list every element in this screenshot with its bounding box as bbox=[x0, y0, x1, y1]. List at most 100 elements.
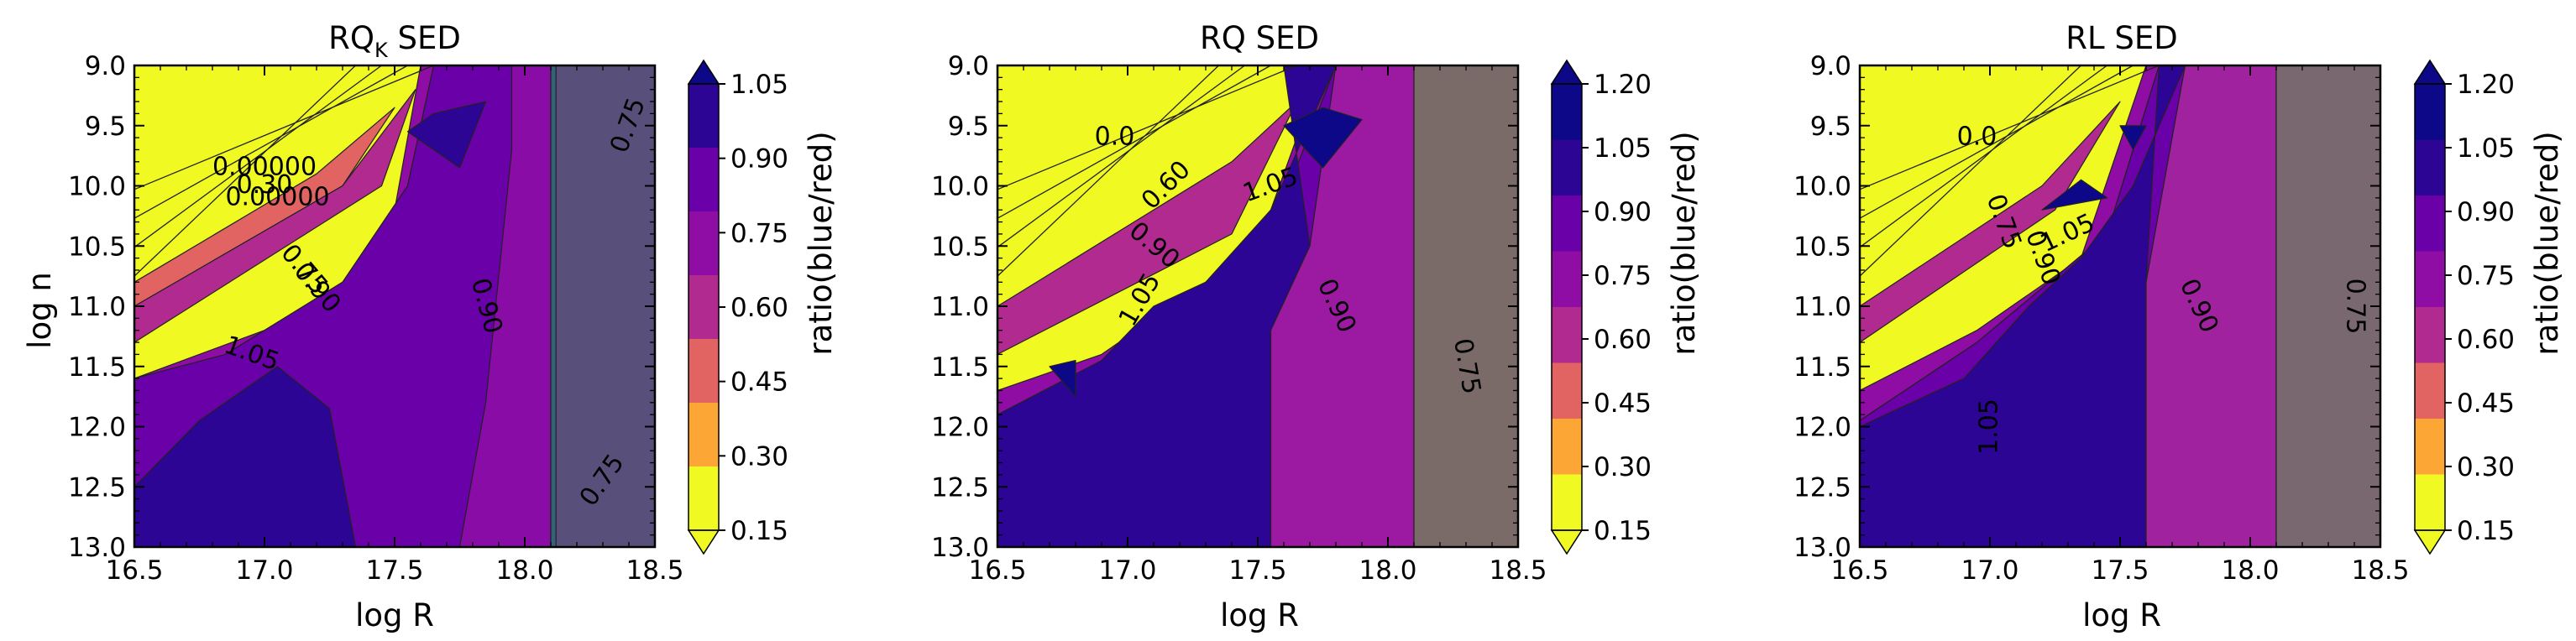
colorbar-tick-label: 1.05 bbox=[730, 70, 788, 100]
y-tick-label: 13.0 bbox=[1793, 533, 1851, 563]
colorbar: 0.15 0.30 0.45 0.60 0.75 0.90 1.05 1.20 bbox=[2413, 59, 2515, 555]
y-tick-label: 10.0 bbox=[68, 172, 126, 202]
colorbar-extend-max bbox=[2413, 59, 2447, 85]
contour-region bbox=[2119, 125, 2147, 150]
y-tick-label: 11.5 bbox=[68, 352, 126, 383]
colorbar-tick-label: 0.60 bbox=[1594, 325, 1652, 355]
colorbar-tick-label: 0.75 bbox=[730, 218, 788, 248]
colorbar-tick-label: 0.90 bbox=[1594, 197, 1652, 227]
contour-label: 0.30 bbox=[237, 170, 293, 200]
contour-label: 0.00000 bbox=[212, 152, 317, 181]
x-tick-label: 17.5 bbox=[1228, 555, 1286, 586]
x-tick-label: 18.0 bbox=[2221, 555, 2279, 586]
colorbar-band bbox=[1552, 139, 1582, 195]
y-tick-label: 11.0 bbox=[931, 292, 989, 322]
colorbar-band bbox=[2415, 84, 2445, 140]
x-tick-label: 17.5 bbox=[365, 555, 423, 586]
y-tick-label: 10.5 bbox=[68, 232, 126, 262]
colorbar-tick-label: 0.60 bbox=[730, 293, 788, 323]
colorbar-tick-label: 0.90 bbox=[2457, 197, 2515, 227]
colorbar-band bbox=[2415, 195, 2445, 252]
y-tick-label: 12.0 bbox=[68, 413, 126, 443]
colorbar-band bbox=[689, 275, 719, 339]
y-tick-label: 9.0 bbox=[1810, 51, 1851, 81]
contour-line bbox=[997, 65, 1271, 219]
contour-line bbox=[134, 65, 434, 190]
x-axis-label: log R bbox=[1220, 597, 1299, 633]
panel-title: RL SED bbox=[2066, 20, 2177, 56]
y-tick-label: 9.5 bbox=[85, 112, 126, 142]
panel-rl-sed: RL SED log R ratio(blue/red) 0.90 1.05 0.7… bbox=[1793, 20, 2565, 633]
y-tick-label: 9.5 bbox=[948, 112, 989, 142]
contour-label: 0.0 bbox=[1957, 122, 1997, 152]
contour-region bbox=[2041, 179, 2108, 211]
y-tick-label: 10.5 bbox=[931, 232, 989, 262]
contour-region bbox=[1413, 65, 1519, 548]
contour-region bbox=[1049, 360, 1076, 398]
plot-area bbox=[997, 65, 1519, 548]
colorbar: 0.15 0.30 0.45 0.60 0.75 0.90 1.05 1.20 bbox=[1550, 59, 1652, 555]
colorbar-band bbox=[689, 466, 719, 530]
colorbar-band bbox=[1552, 195, 1582, 252]
colorbar-extend-max bbox=[1550, 59, 1584, 85]
y-tick-label: 12.5 bbox=[1793, 472, 1851, 503]
colorbar-extend-min bbox=[1550, 529, 1584, 555]
colorbar: 0.15 0.30 0.45 0.60 0.75 0.90 1.05 bbox=[687, 59, 788, 555]
x-tick-label: 17.0 bbox=[235, 555, 293, 586]
colorbar-label: ratio(blue/red) bbox=[2529, 131, 2565, 355]
colorbar-tick-label: 0.45 bbox=[1594, 388, 1652, 419]
x-tick-label: 18.0 bbox=[495, 555, 553, 586]
colorbar-tick-label: 0.30 bbox=[730, 441, 788, 472]
colorbar-band bbox=[1552, 251, 1582, 307]
contour-region bbox=[1283, 107, 1363, 169]
colorbar-tick-label: 1.05 bbox=[1594, 133, 1652, 164]
colorbar-tick-label: 0.90 bbox=[730, 144, 788, 175]
contour-region bbox=[406, 101, 487, 169]
x-tick-label: 17.5 bbox=[2091, 555, 2149, 586]
panel-title: RQK SED bbox=[328, 20, 461, 62]
contour-line bbox=[1859, 65, 2081, 277]
x-tick-label: 16.5 bbox=[1830, 555, 1888, 586]
y-tick-label: 12.5 bbox=[931, 472, 989, 503]
contour-label: 0.0 bbox=[1095, 122, 1135, 152]
contour-line bbox=[997, 65, 1297, 190]
y-tick-label: 9.0 bbox=[948, 51, 989, 81]
colorbar-extend-min bbox=[687, 529, 720, 555]
colorbar-band bbox=[689, 84, 719, 148]
y-tick-label: 11.0 bbox=[1793, 292, 1851, 322]
colorbar-tick-label: 0.30 bbox=[2457, 452, 2515, 482]
colorbar-tick-label: 0.30 bbox=[1594, 452, 1652, 482]
y-tick-label: 10.0 bbox=[931, 172, 989, 202]
colorbar-band bbox=[2415, 362, 2445, 419]
colorbar-band bbox=[689, 211, 719, 275]
y-tick-label: 12.0 bbox=[1793, 413, 1851, 443]
panel-rqk-sed: RQK SED log n log R ratio(blue/red) 0.75… bbox=[22, 20, 839, 633]
contour-label: 1.05 bbox=[1975, 399, 2004, 455]
x-axis-label: log R bbox=[2082, 597, 2161, 633]
contour-line bbox=[997, 65, 1219, 277]
contour-line bbox=[997, 65, 1245, 248]
colorbar-tick-label: 0.15 bbox=[1594, 516, 1652, 546]
contour-line bbox=[1859, 65, 2107, 248]
colorbar-tick-label: 0.15 bbox=[2457, 516, 2515, 546]
colorbar-label: ratio(blue/red) bbox=[1666, 131, 1702, 355]
colorbar-band bbox=[1552, 84, 1582, 140]
y-tick-label: 11.5 bbox=[1793, 352, 1851, 383]
y-tick-label: 9.0 bbox=[85, 51, 126, 81]
x-tick-label: 16.5 bbox=[968, 555, 1026, 586]
colorbar-band bbox=[1552, 474, 1582, 530]
colorbar-frame bbox=[2414, 83, 2446, 531]
contour-line bbox=[1859, 65, 2134, 219]
contour-region bbox=[550, 65, 557, 548]
colorbar-band bbox=[2415, 251, 2445, 307]
y-tick-label: 12.0 bbox=[931, 413, 989, 443]
y-tick-label: 9.5 bbox=[1810, 112, 1851, 142]
contour-line bbox=[134, 65, 382, 248]
y-tick-label: 12.5 bbox=[68, 472, 126, 503]
colorbar-frame bbox=[1551, 83, 1583, 531]
colorbar-band bbox=[1552, 362, 1582, 419]
contour-label: 0.00000 bbox=[225, 182, 329, 211]
colorbar-band bbox=[2415, 419, 2445, 475]
panel-title: RQ SED bbox=[1200, 20, 1319, 56]
x-tick-label: 16.5 bbox=[105, 555, 163, 586]
